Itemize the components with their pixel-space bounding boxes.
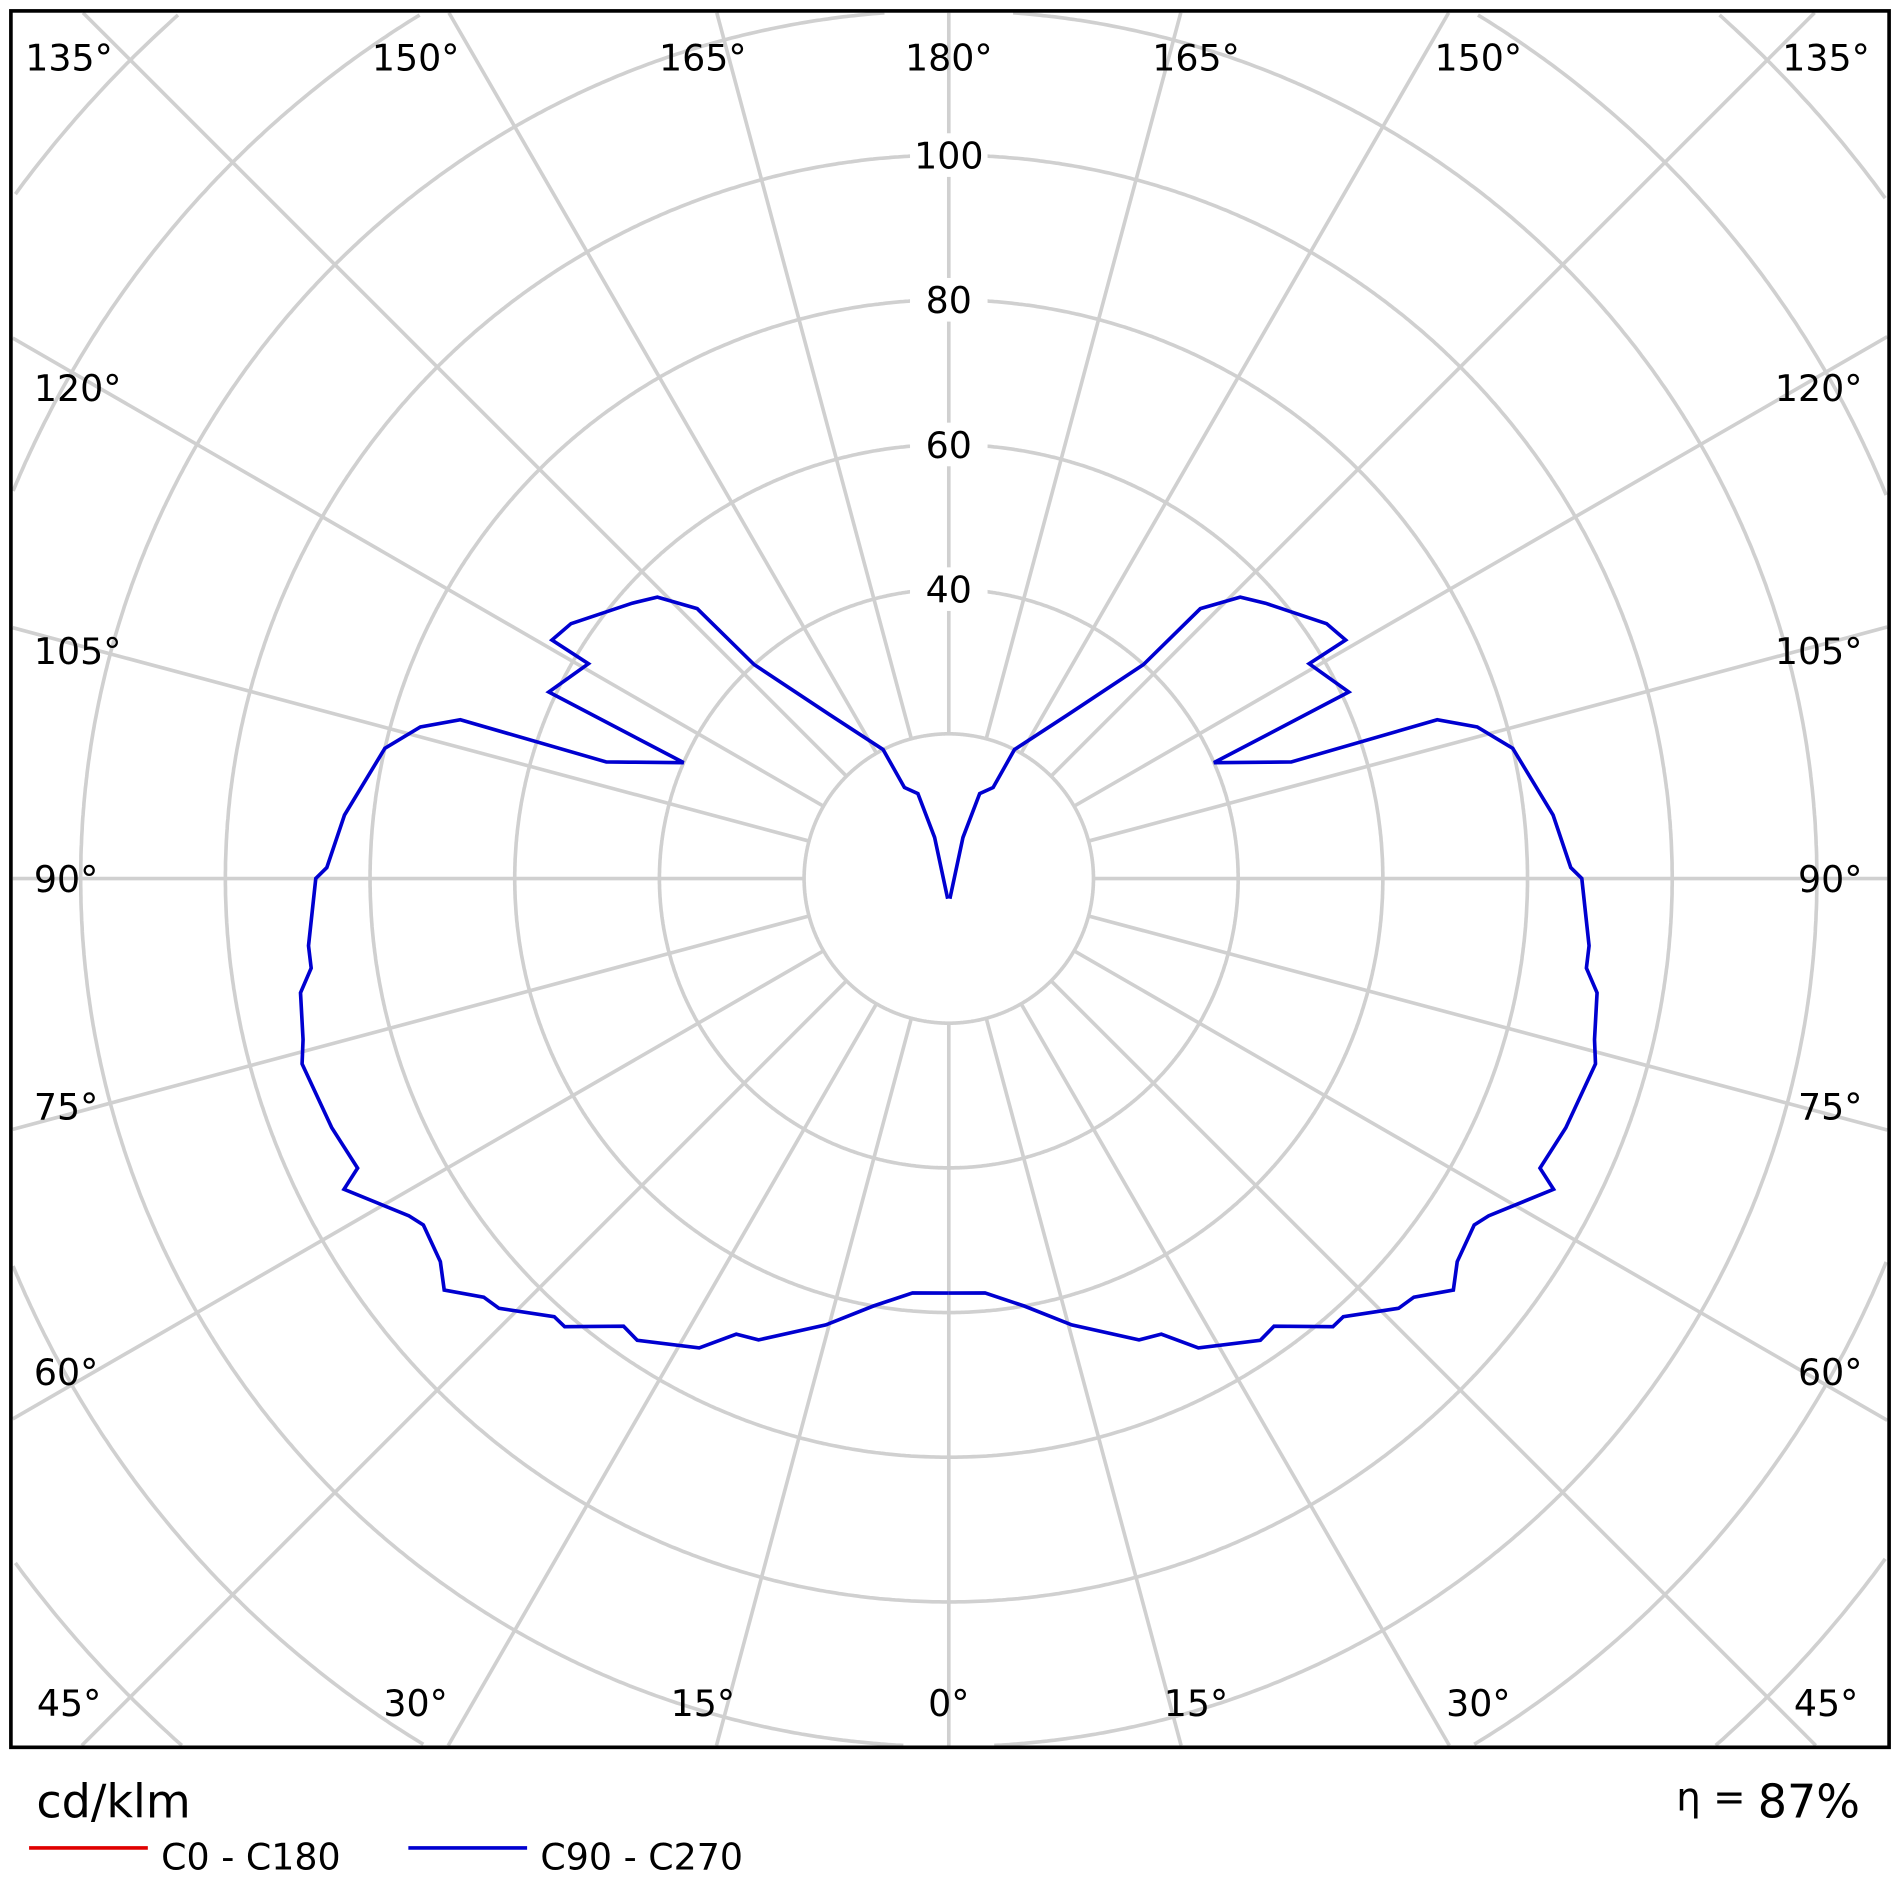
grid-ring-20: [802, 732, 1096, 1026]
grid-ring-160: [13, 13, 1887, 1747]
angle-label: 180°: [905, 36, 993, 79]
angle-label: 15°: [1164, 1682, 1228, 1725]
grid-radial-line: [447, 11, 879, 755]
radial-tick-label: 80: [926, 279, 972, 322]
efficiency-label: η = 87%: [1676, 1775, 1860, 1829]
radial-tick-label: 100: [914, 134, 983, 177]
grid-radial-line: [984, 1017, 1183, 1746]
legend-label-c0-c180: C0 - C180: [161, 1836, 340, 1879]
angle-label: 30°: [1446, 1682, 1510, 1725]
grid-radial-line: [80, 979, 848, 1747]
angle-label: 120°: [1775, 367, 1863, 410]
angle-label: 165°: [1152, 36, 1240, 79]
radial-tick-label: 40: [926, 568, 972, 611]
grid-radial-line: [984, 12, 1183, 740]
angle-label: 60°: [1798, 1351, 1862, 1394]
angle-label: 165°: [659, 36, 747, 79]
plot-frame: [9, 9, 1891, 1750]
grid-radial-line: [11, 336, 825, 808]
angle-label: 105°: [34, 630, 122, 673]
unit-label: cd/klm: [36, 1775, 190, 1829]
curves: [298, 595, 1599, 1350]
tick-label-bg: [910, 277, 988, 322]
tick-label-bg: [910, 133, 988, 177]
grid-radial-line: [12, 914, 810, 1132]
angle-labels: 135° 150° 165° 180° 165° 150° 135° 45° 30° 15° 0° 1…: [25, 36, 1870, 1725]
grid-radial-line: [446, 1002, 879, 1747]
grid-ring-140: [11, 13, 1888, 1746]
series-curve-c270: [298, 595, 950, 1350]
grid-radial-line: [1088, 914, 1888, 1132]
efficiency-symbol: η =: [1676, 1775, 1745, 1820]
angle-label: 45°: [37, 1682, 101, 1725]
angle-label: 30°: [383, 1682, 447, 1725]
angle-label: 135°: [1782, 36, 1870, 79]
radial-tick-labels: 40 60 80 100: [910, 133, 988, 611]
angle-label: 75°: [1798, 1086, 1862, 1129]
angle-label: 45°: [1794, 1682, 1858, 1725]
angle-label: 150°: [1435, 36, 1523, 79]
series-curve-c90: [948, 595, 1599, 1350]
angle-label: 120°: [34, 367, 122, 410]
angle-label: 105°: [1775, 630, 1863, 673]
angle-label: 15°: [671, 1682, 735, 1725]
angle-label: 90°: [34, 858, 98, 901]
grid-radial-line: [1073, 949, 1889, 1422]
angle-label: 0°: [928, 1682, 969, 1725]
grid-radial-line: [1019, 11, 1451, 755]
grid-radial-line: [81, 11, 848, 778]
radial-tick-label: 60: [926, 424, 972, 467]
angle-label: 90°: [1798, 858, 1862, 901]
polar-grid: [11, 11, 1889, 1748]
angle-label: 75°: [34, 1086, 98, 1129]
angle-label: 135°: [25, 36, 113, 79]
grid-radial-line: [1019, 1002, 1451, 1747]
angle-label: 150°: [372, 36, 460, 79]
grid-radial-line: [1073, 335, 1889, 808]
efficiency-value: 87%: [1758, 1775, 1860, 1829]
tick-label-bg: [910, 422, 988, 467]
grid-ring-120: [78, 11, 1819, 1748]
grid-radial-line: [1049, 979, 1818, 1747]
grid-radial-line: [11, 949, 825, 1421]
tick-label-bg: [910, 567, 988, 611]
angle-label: 60°: [34, 1351, 98, 1394]
grid-radial-line: [1049, 11, 1816, 778]
grid-radial-line: [714, 1017, 914, 1746]
grid-radial-line: [715, 12, 914, 740]
legend-label-c90-c270: C90 - C270: [540, 1836, 743, 1879]
